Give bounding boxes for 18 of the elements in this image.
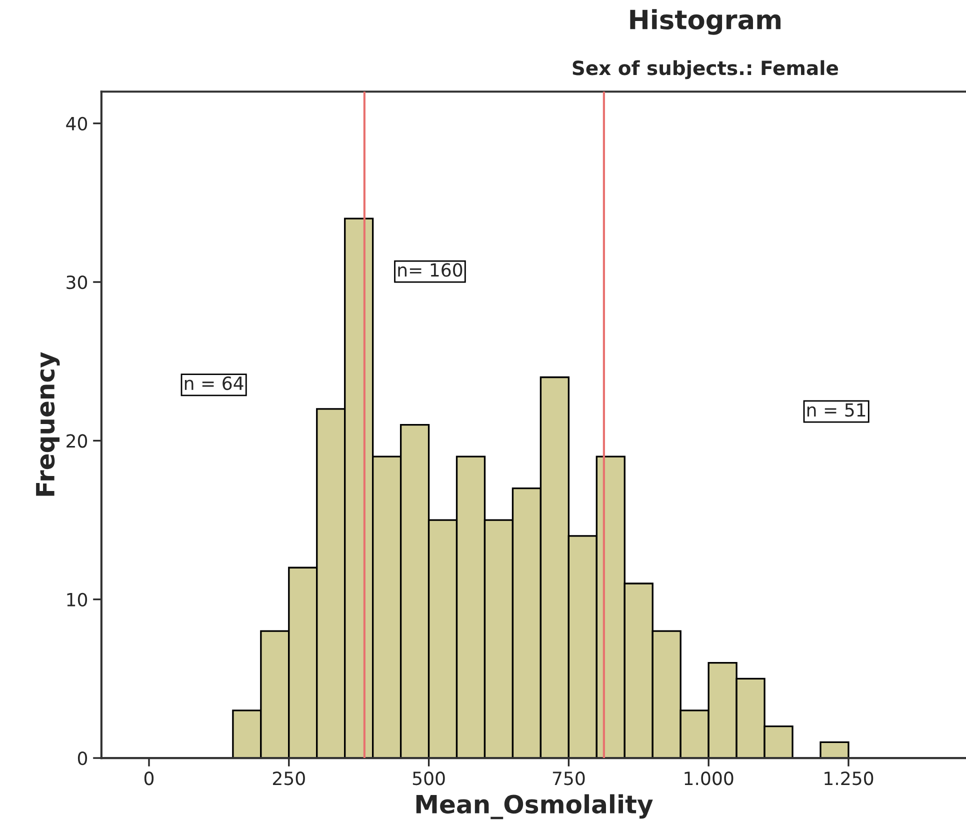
chart-subtitle: Sex of subjects.: Female [572,60,838,80]
y-tick-label: 10 [67,592,88,606]
x-axis-title: Mean_Osmolality [416,794,653,820]
x-tick-label: 1.250 [824,772,874,786]
y-tick-label: 40 [66,116,88,130]
x-tick-label: 750 [552,772,585,786]
annotation: n = 64 [184,376,244,390]
x-tick-label: 250 [272,772,305,786]
y-axis-title: Frequency [36,352,60,496]
chart-title: Histogram [630,9,780,35]
x-tick-label: 500 [412,772,445,786]
y-tick-label: 0 [78,751,88,766]
annotation: n = 51 [807,403,866,417]
annotation: n= 160 [398,263,462,277]
x-tick-label: 1.000 [684,772,734,786]
y-tick-label: 30 [66,275,88,290]
x-tick-label: 0 [144,772,154,786]
y-tick-label: 20 [66,434,88,448]
